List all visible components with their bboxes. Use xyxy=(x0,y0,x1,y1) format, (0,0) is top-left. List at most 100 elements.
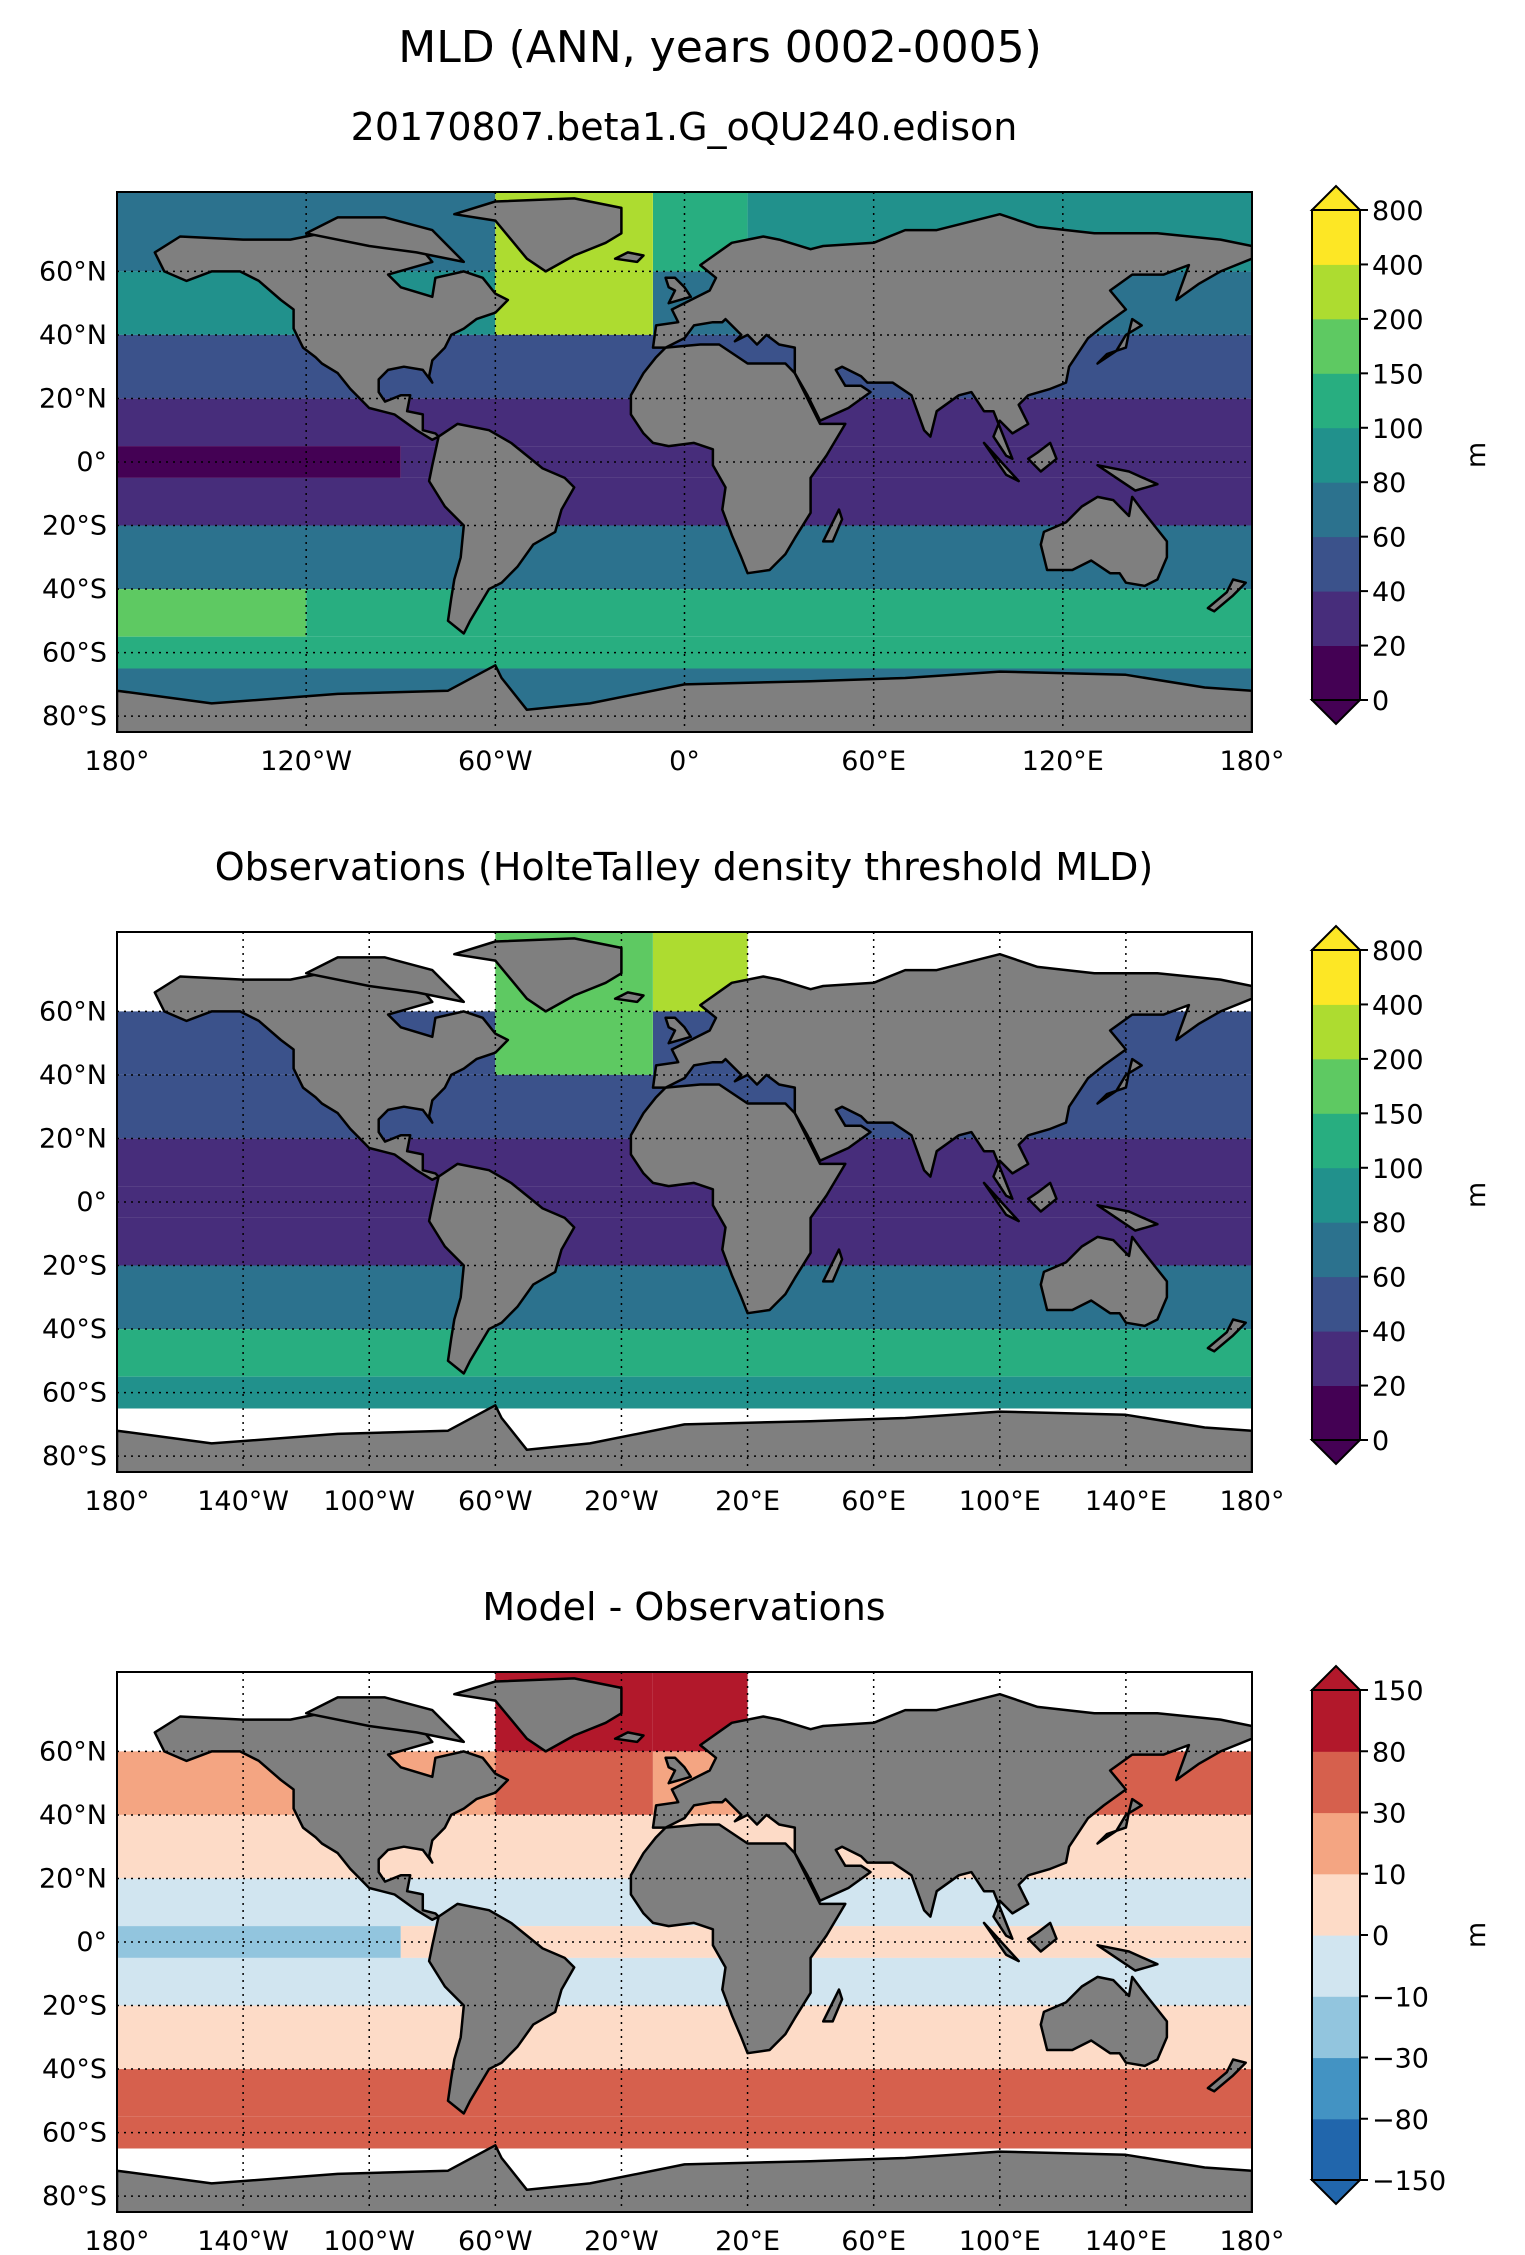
diff-colorbar: −150 −80 −30 −10 0 10 30 80 150 m xyxy=(1309,1664,1492,2206)
diff-colorbar-label: 30 xyxy=(1372,1799,1406,1830)
obs-lat-tick: 20°N xyxy=(39,1123,107,1154)
model-lon-tick: 120°W xyxy=(260,746,352,777)
model-colorbar-swatch xyxy=(1312,264,1360,320)
obs-colorbar-swatch xyxy=(1312,1113,1360,1169)
diff-lon-tick: 180° xyxy=(84,2226,149,2255)
diff-landmass xyxy=(629,1823,847,2055)
obs-lon-tick: 20°W xyxy=(584,1486,659,1517)
model-lat-tick: 60°S xyxy=(42,638,107,669)
diff-colorbar-swatch xyxy=(1312,1935,1360,1997)
diff-lon-tick: 140°W xyxy=(197,2226,289,2255)
obs-colorbar-min-extend xyxy=(1309,1439,1363,1466)
obs-lon-tick: 180° xyxy=(1219,1486,1284,1517)
diff-cell xyxy=(117,1957,1252,2006)
diff-landmass xyxy=(1206,2058,1247,2093)
model-colorbar-label: 150 xyxy=(1372,359,1424,390)
model-lon-tick: 60°E xyxy=(841,746,906,777)
diff-landmass xyxy=(153,1708,510,1922)
obs-colorbar-label: 100 xyxy=(1372,1154,1424,1185)
obs-landmass xyxy=(613,991,645,1004)
model-colorbar: 0 20 40 60 80 100 150 200 400 800 m xyxy=(1309,184,1492,726)
diff-landmass xyxy=(1026,1921,1058,1953)
obs-lat-tick: 40°S xyxy=(42,1314,107,1345)
diff-lon-tick: 100°W xyxy=(323,2226,415,2255)
model-lon-tick: 180° xyxy=(1219,746,1284,777)
diff-colorbar-swatch xyxy=(1312,1812,1360,1875)
diff-panel-title: Model - Observations xyxy=(482,1585,885,1629)
diff-frame xyxy=(116,1671,1253,2213)
model-cell xyxy=(495,271,653,335)
model-colorbar-swatch xyxy=(1312,318,1360,374)
model-colorbar-label: 0 xyxy=(1372,686,1389,717)
model-lon-tick: 120°E xyxy=(1022,746,1104,777)
obs-colorbar-swatch xyxy=(1312,1222,1360,1278)
obs-landmass xyxy=(304,956,466,1004)
diff-landmass xyxy=(982,1921,1020,1963)
diff-landmass xyxy=(1039,1975,1169,2068)
obs-lon-tick: 100°E xyxy=(959,1486,1041,1517)
obs-landmass xyxy=(1096,1057,1143,1105)
diff-lat-tick: 20°N xyxy=(39,1863,107,1894)
diff-landmass xyxy=(613,1731,645,1744)
model-colorbar-label: 60 xyxy=(1372,523,1406,554)
model-landmass xyxy=(1039,495,1169,588)
obs-colorbar-label: 20 xyxy=(1372,1372,1406,1403)
model-lat-tick: 80°S xyxy=(42,701,107,732)
diff-lat-tick: 60°N xyxy=(39,1736,107,1767)
model-colorbar-label: 100 xyxy=(1372,414,1424,445)
model-colorbar-swatch xyxy=(1312,373,1360,429)
obs-colorbar-swatch xyxy=(1312,950,1360,1005)
diff-colorbar-label: 10 xyxy=(1372,1860,1406,1891)
obs-landmass xyxy=(1026,1181,1058,1213)
diff-lat-tick: 0° xyxy=(76,1927,107,1958)
model-plot-area xyxy=(117,192,1252,732)
model-lat-tick: 40°S xyxy=(42,574,107,605)
diff-lon-tick: 100°E xyxy=(959,2226,1041,2255)
obs-lat-tick: 60°S xyxy=(42,1378,107,1409)
model-landmass xyxy=(304,216,466,264)
model-frame xyxy=(116,191,1253,733)
model-colorbar-label: 20 xyxy=(1372,632,1406,663)
obs-landmass xyxy=(1039,1235,1169,1328)
diff-lat-tick: 40°S xyxy=(42,2054,107,2085)
obs-lat-tick: 60°N xyxy=(39,996,107,1027)
obs-colorbar-swatch xyxy=(1312,1276,1360,1332)
obs-colorbar-label: 0 xyxy=(1372,1426,1389,1457)
model-landmass xyxy=(629,343,847,575)
model-colorbar-units: m xyxy=(1461,442,1492,468)
diff-cell xyxy=(117,2069,1252,2117)
obs-lon-tick: 180° xyxy=(84,1486,149,1517)
diff-lon-tick: 60°W xyxy=(458,2226,533,2255)
model-lat-tick: 20°N xyxy=(39,383,107,414)
diff-colorbar-label: −80 xyxy=(1372,2105,1429,2136)
diff-colorbar-label: 0 xyxy=(1372,1921,1389,1952)
model-landmass xyxy=(1206,578,1247,613)
model-colorbar-max-extend xyxy=(1309,184,1363,211)
obs-landmass xyxy=(629,1083,847,1315)
model-landmass xyxy=(153,228,510,442)
model-colorbar-frame xyxy=(1311,209,1361,701)
obs-lon-tick: 140°E xyxy=(1085,1486,1167,1517)
obs-colorbar-frame xyxy=(1311,949,1361,1441)
diff-colorbar-label: 80 xyxy=(1372,1737,1406,1768)
model-lat-tick: 20°S xyxy=(42,511,107,542)
obs-lon-tick: 60°W xyxy=(458,1486,533,1517)
obs-lat-tick: 20°S xyxy=(42,1251,107,1282)
diff-colorbar-label: 150 xyxy=(1372,1676,1424,1707)
diff-colorbar-swatch xyxy=(1312,2057,1360,2120)
diff-landmass xyxy=(1096,1797,1143,1845)
diff-colorbar-swatch xyxy=(1312,1690,1360,1752)
diff-lon-tick: 180° xyxy=(1219,2226,1284,2255)
obs-colorbar-label: 60 xyxy=(1372,1263,1406,1294)
diff-landmass xyxy=(1096,1943,1159,1972)
diff-colorbar-swatch xyxy=(1312,1996,1360,2059)
model-colorbar-label: 400 xyxy=(1372,250,1424,281)
obs-colorbar-label: 80 xyxy=(1372,1208,1406,1239)
diff-cell xyxy=(495,1751,653,1815)
diff-lon-tick: 20°E xyxy=(715,2226,780,2255)
obs-landmass xyxy=(664,1016,693,1045)
obs-frame xyxy=(116,931,1253,1473)
obs-colorbar-swatch xyxy=(1312,1058,1360,1114)
diff-colorbar-label: −30 xyxy=(1372,2044,1429,2075)
obs-colorbar-swatch xyxy=(1312,1385,1360,1441)
